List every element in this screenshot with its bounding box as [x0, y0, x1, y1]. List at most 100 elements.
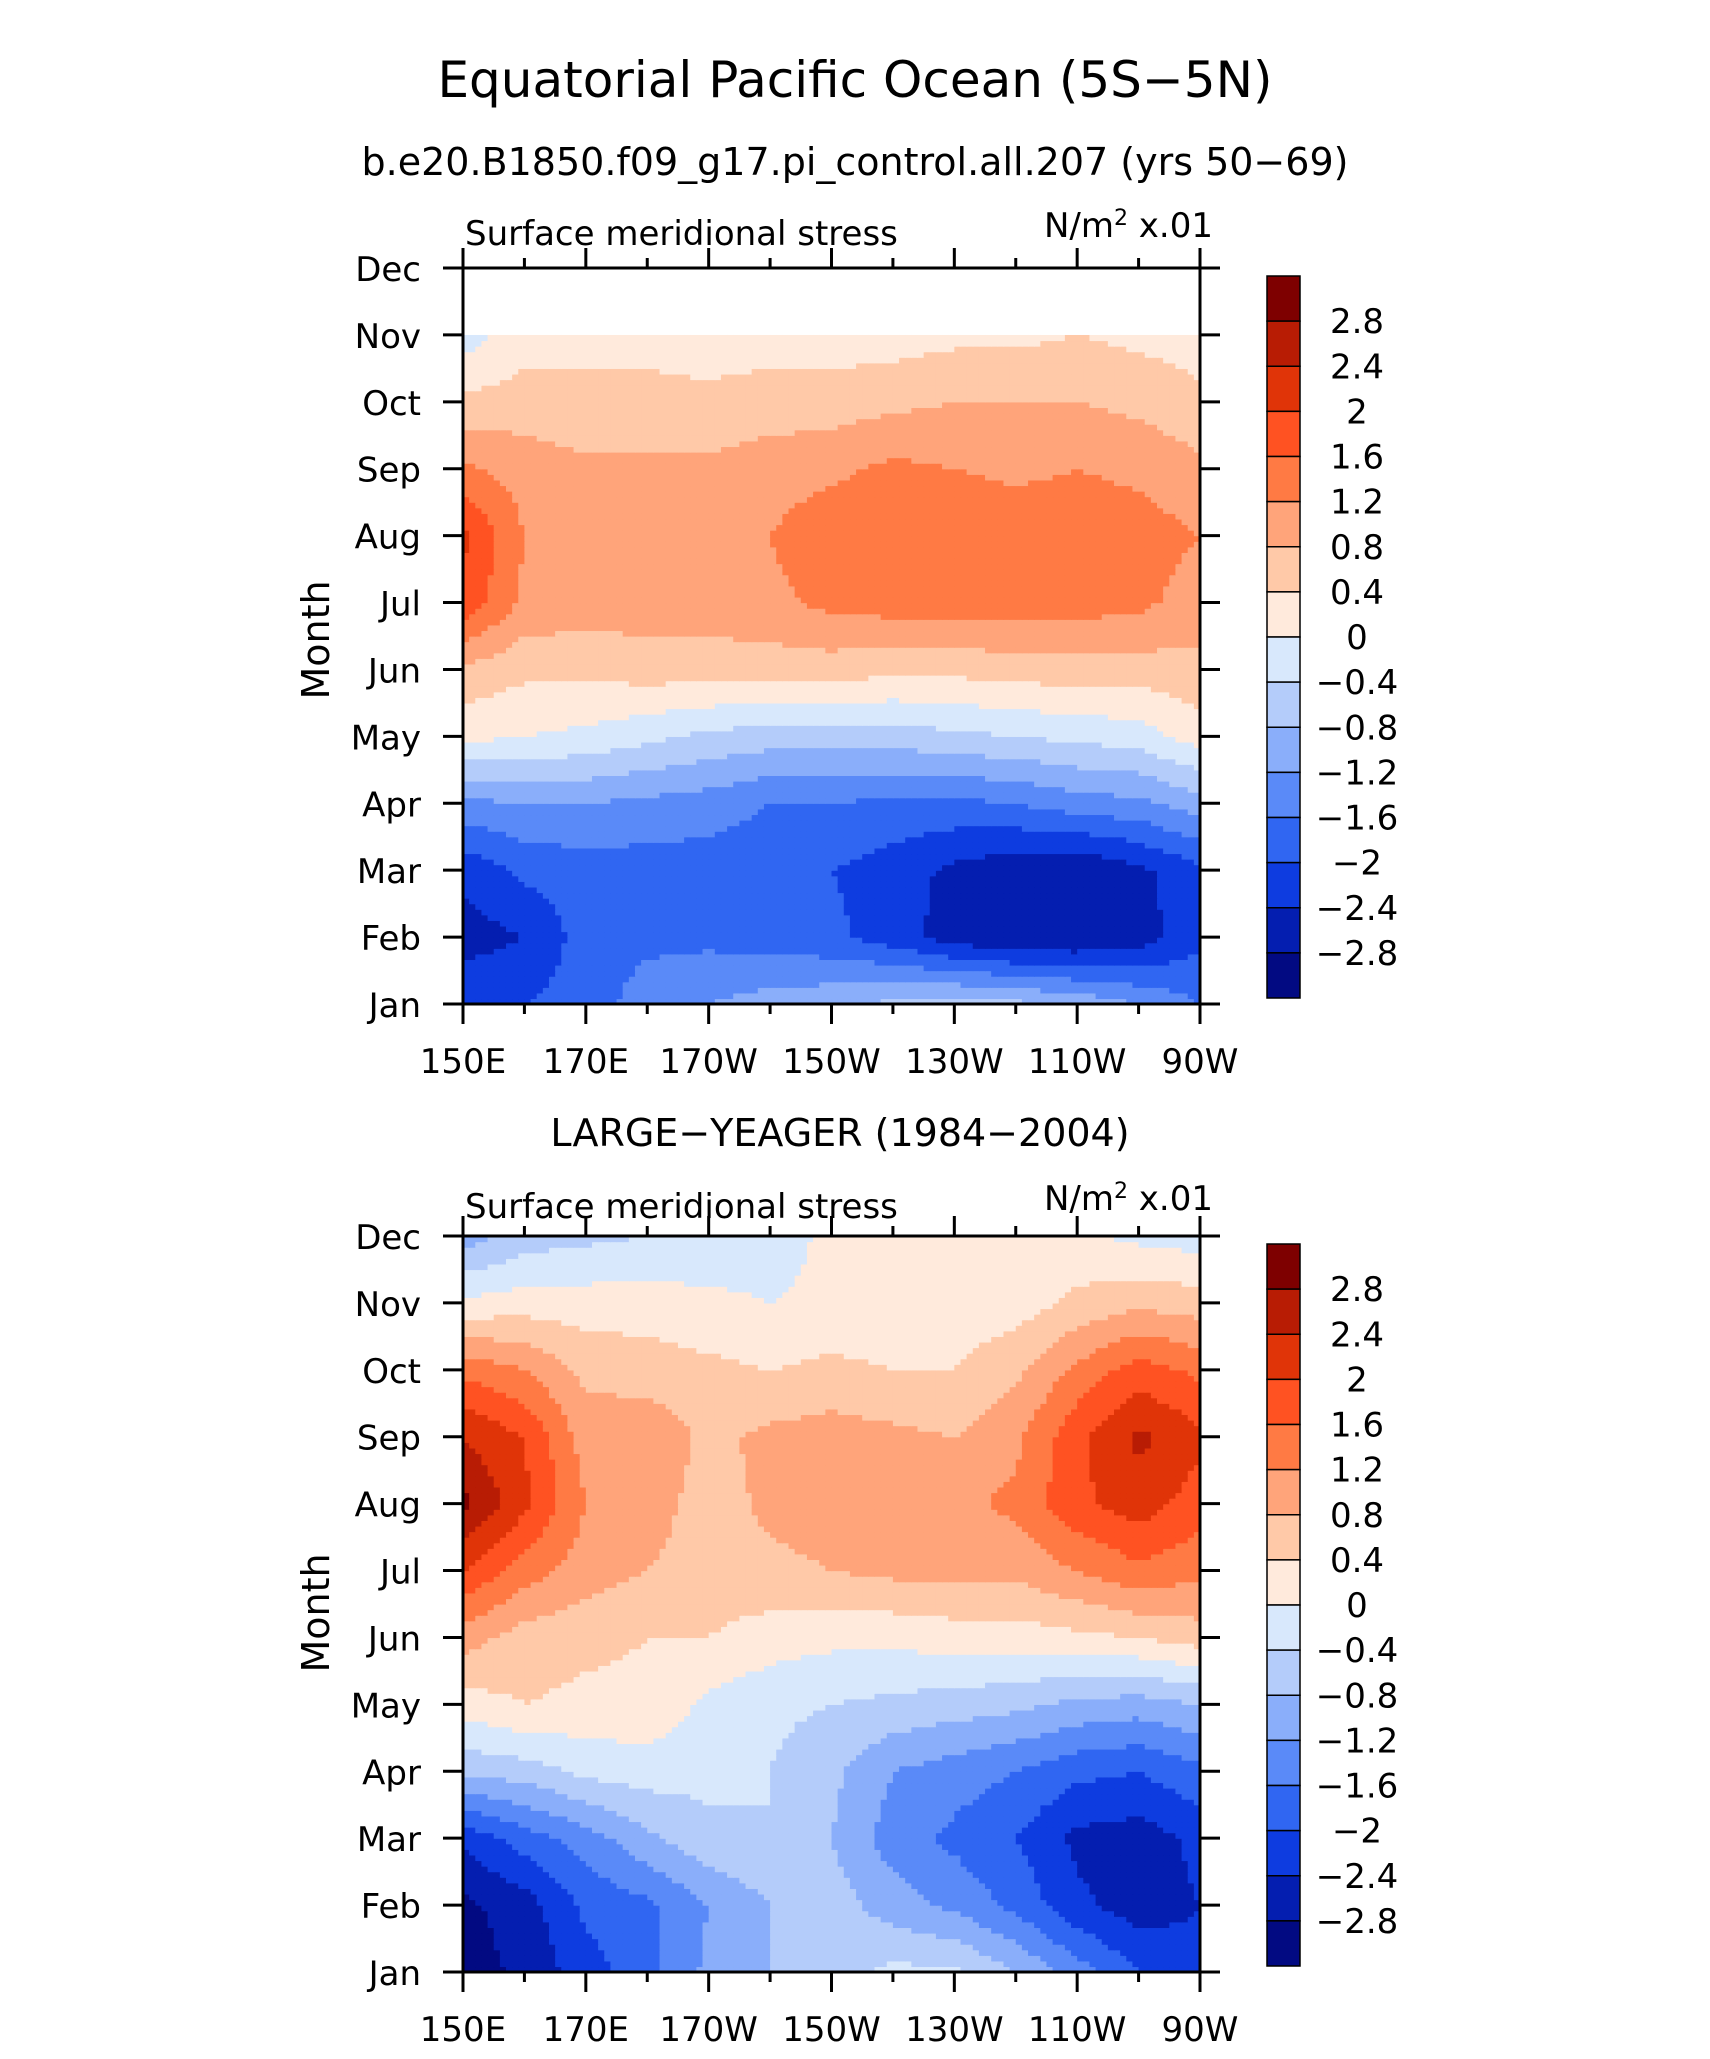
contour-cell — [831, 942, 839, 949]
contour-cell — [1107, 964, 1115, 972]
contour-cell — [641, 948, 648, 955]
contour-cell — [935, 780, 943, 788]
contour-cell — [493, 803, 501, 810]
contour-cell — [653, 842, 661, 849]
contour-cell — [573, 925, 581, 933]
contour-cell — [524, 953, 532, 960]
contour-cell — [1175, 870, 1183, 877]
contour-cell — [929, 786, 937, 793]
contour-cell — [849, 881, 857, 888]
contour-cell — [751, 836, 759, 843]
contour-cell — [948, 814, 955, 821]
contour-cell — [776, 892, 783, 899]
contour-cell — [573, 937, 581, 944]
contour-cell — [856, 953, 863, 960]
contour-cell — [837, 881, 845, 888]
contour-cell — [1003, 886, 1011, 894]
contour-cell — [561, 847, 569, 855]
contour-cell — [702, 864, 710, 871]
contour-cell — [733, 780, 740, 788]
contour-cell — [548, 825, 556, 832]
contour-cell — [696, 970, 704, 977]
contour-cell — [1071, 892, 1078, 899]
contour-cell — [849, 859, 857, 866]
contour-cell — [757, 825, 765, 832]
contour-cell — [1114, 948, 1121, 955]
contour-cell — [628, 981, 636, 988]
contour-cell — [518, 853, 526, 860]
contour-cell — [1015, 803, 1023, 810]
contour-cell — [493, 953, 501, 960]
contour-cell — [960, 831, 968, 838]
contour-cell — [751, 780, 759, 788]
contour-cell — [954, 909, 962, 916]
contour-cell — [800, 836, 808, 843]
contour-cell — [794, 842, 802, 849]
contour-cell — [831, 831, 839, 838]
contour-cell — [1132, 964, 1140, 972]
contour-cell — [542, 875, 550, 882]
contour-cell — [972, 976, 980, 983]
contour-cell — [813, 942, 820, 949]
contour-cell — [1144, 814, 1152, 821]
contour-cell — [972, 942, 980, 949]
contour-cell — [653, 836, 661, 843]
contour-cell — [1046, 836, 1054, 843]
contour-cell — [493, 925, 501, 933]
contour-cell — [1046, 931, 1054, 938]
contour-cell — [972, 987, 980, 994]
contour-cell — [671, 814, 679, 821]
contour-cell — [1181, 847, 1189, 855]
contour-cell — [1126, 870, 1134, 877]
contour-cell — [1120, 831, 1127, 838]
contour-cell — [469, 859, 476, 866]
contour-cell — [1040, 786, 1048, 793]
contour-cell — [954, 836, 962, 843]
contour-cell — [966, 981, 974, 988]
contour-cell — [505, 964, 513, 972]
contour-cell — [579, 937, 587, 944]
contour-cell — [561, 792, 569, 799]
contour-cell — [610, 842, 618, 849]
contour-cell — [1138, 898, 1146, 905]
contour-cell — [1046, 892, 1054, 899]
contour-cell — [579, 892, 587, 899]
contour-cell — [1021, 920, 1029, 927]
contour-cell — [702, 981, 710, 988]
contour-cell — [610, 808, 618, 816]
contour-cell — [518, 953, 526, 960]
contour-cell — [634, 914, 642, 921]
contour-cell — [475, 920, 483, 927]
contour-cell — [905, 898, 912, 905]
contour-cell — [905, 797, 912, 804]
contour-cell — [1071, 775, 1078, 782]
contour-cell — [591, 937, 599, 944]
contour-cell — [487, 959, 495, 966]
contour-cell — [782, 898, 790, 905]
contour-cell — [1126, 792, 1134, 799]
contour-cell — [1052, 786, 1060, 793]
contour-cell — [1193, 836, 1201, 843]
contour-cell — [579, 964, 587, 972]
contour-cell — [647, 953, 654, 960]
contour-cell — [1163, 780, 1170, 788]
contour-cell — [960, 820, 968, 827]
contour-cell — [886, 842, 894, 849]
contour-cell — [512, 814, 519, 821]
contour-cell — [923, 825, 931, 832]
contour-cell — [634, 875, 642, 882]
contour-cell — [591, 797, 599, 804]
contour-cell — [1114, 914, 1121, 921]
contour-cell — [1077, 881, 1084, 888]
contour-cell — [794, 987, 802, 994]
contour-cell — [880, 964, 888, 972]
contour-cell — [1193, 831, 1201, 838]
contour-cell — [555, 780, 562, 788]
contour-cell — [800, 803, 808, 810]
contour-cell — [886, 780, 894, 788]
contour-cell — [800, 853, 808, 860]
contour-cell — [960, 898, 968, 905]
contour-cell — [923, 970, 931, 977]
contour-cell — [1175, 847, 1183, 855]
contour-cell — [1083, 831, 1091, 838]
